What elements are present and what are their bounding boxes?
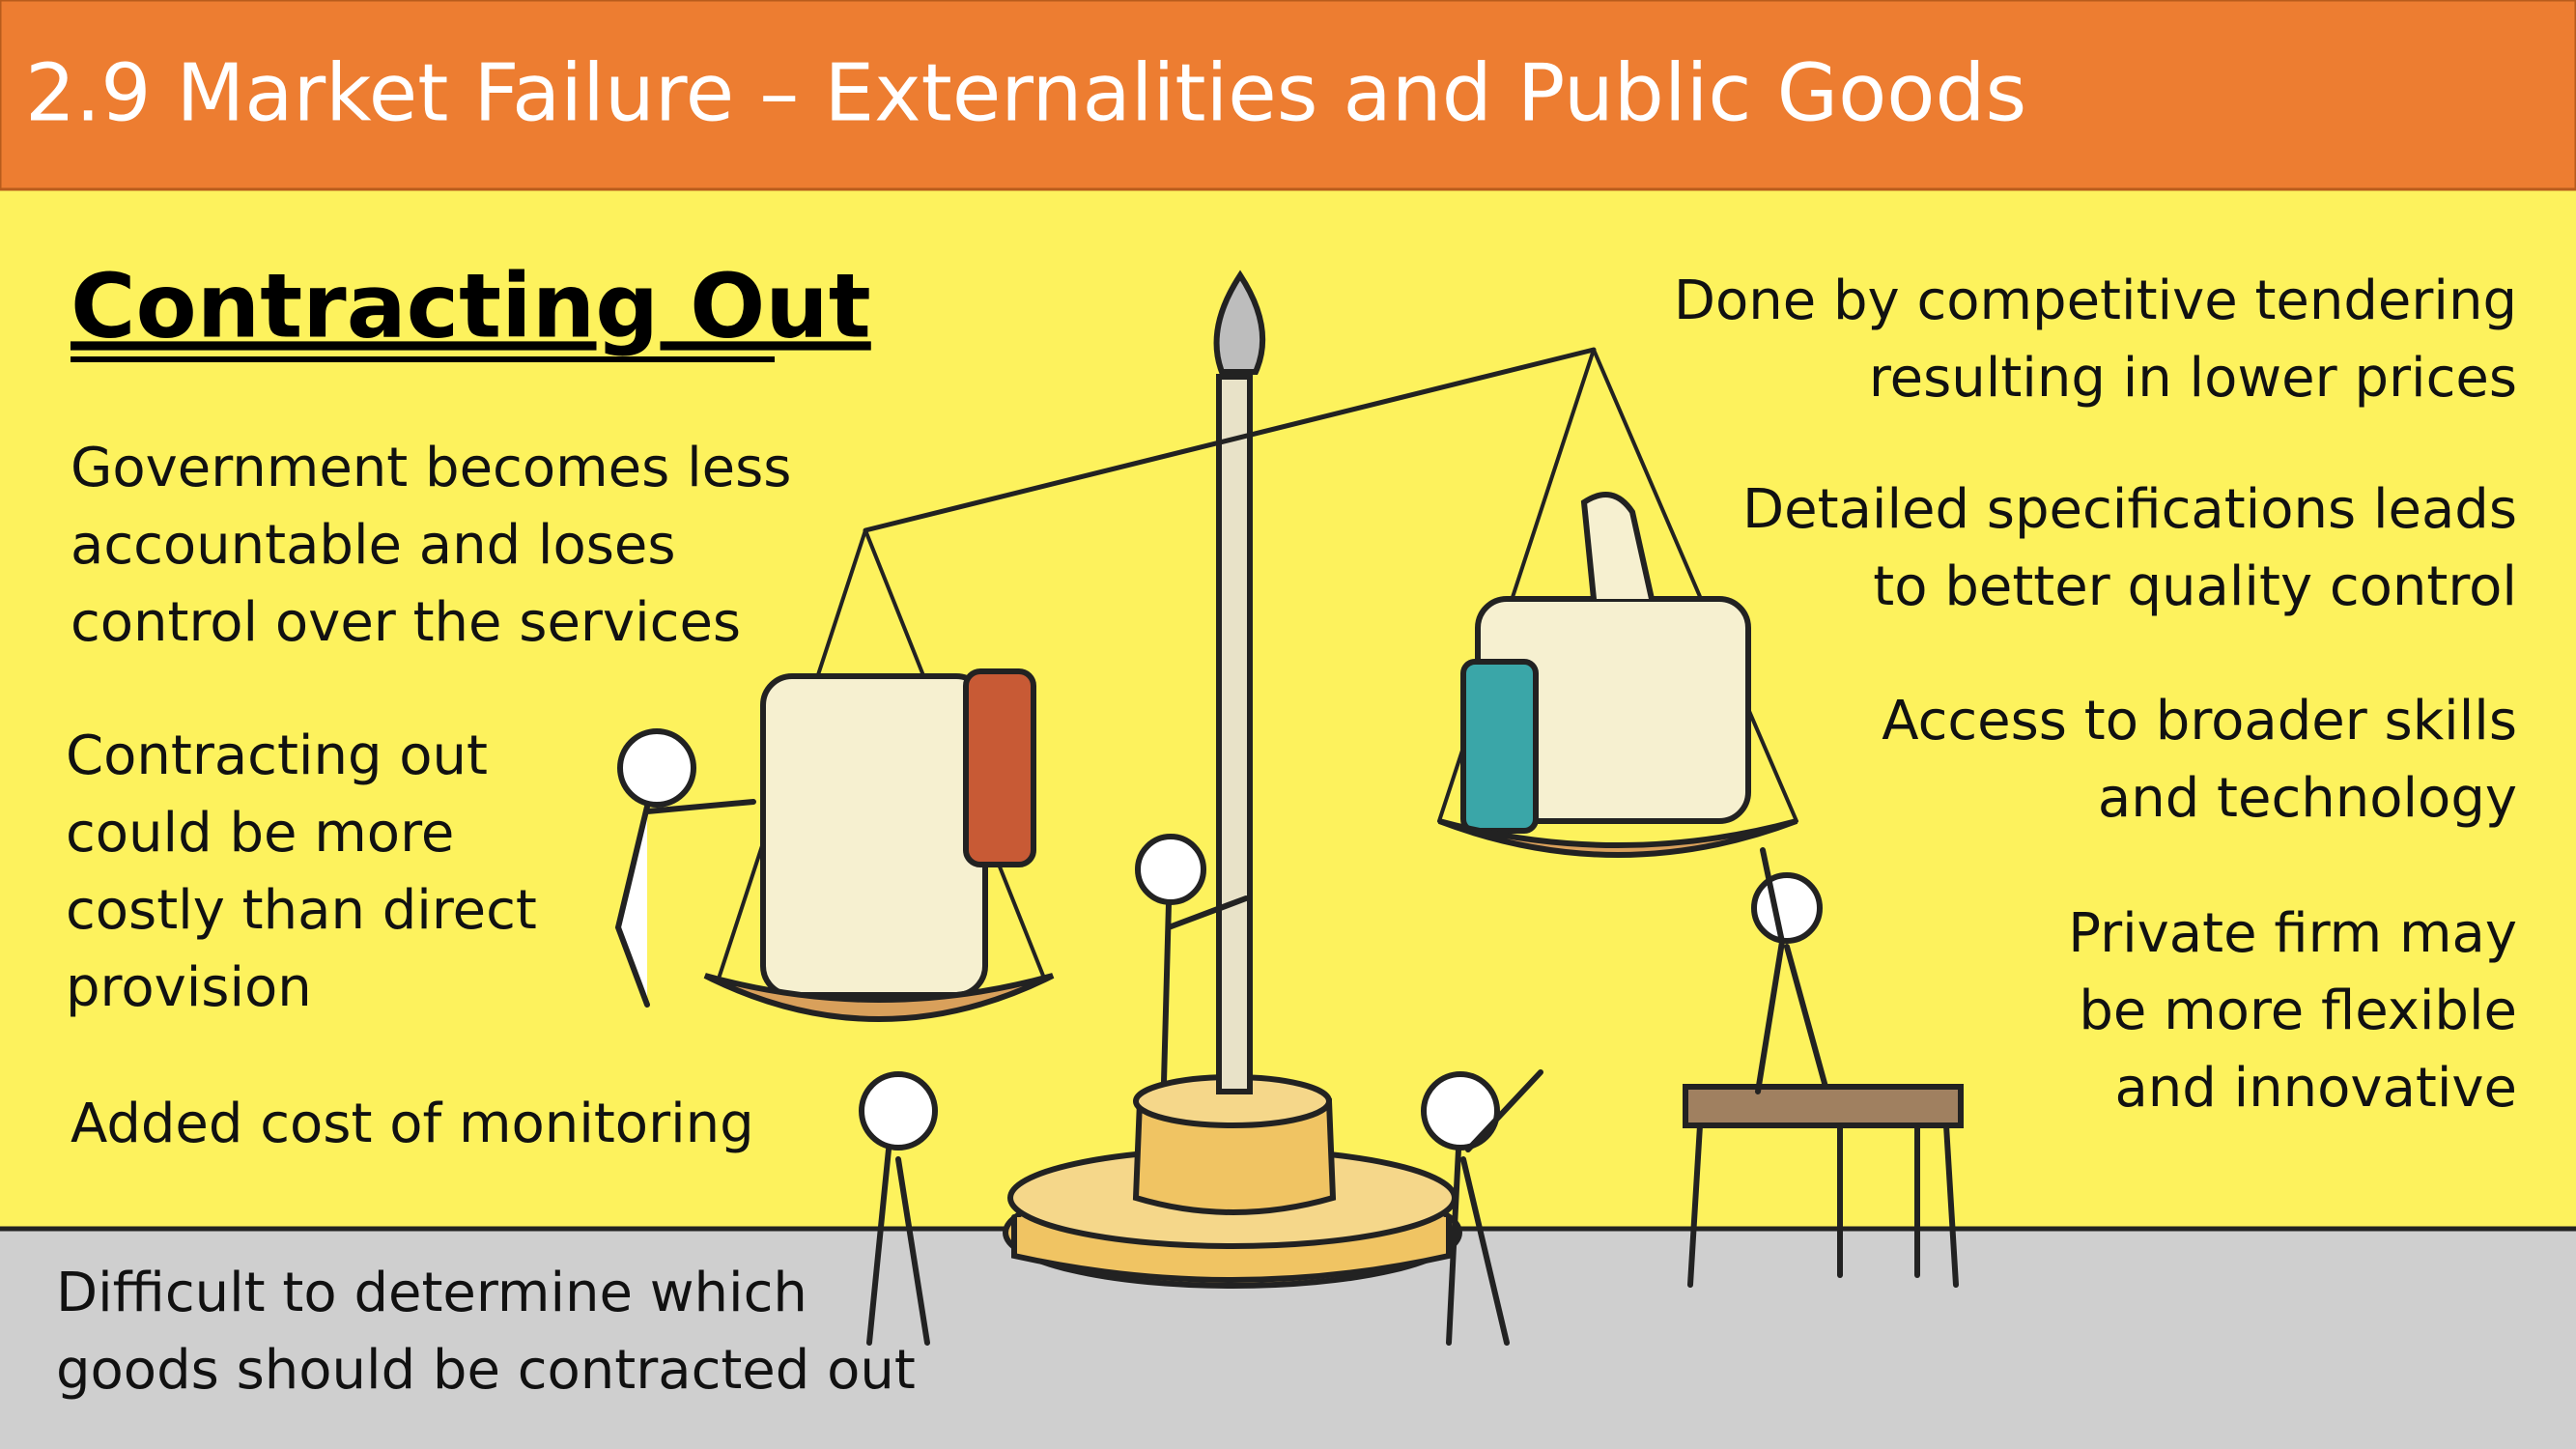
right-point-line: Done by competitive tendering: [1674, 270, 2517, 332]
left-point-line: Added cost of monitoring: [71, 1093, 754, 1155]
left-point-line: control over the services: [71, 591, 741, 654]
right-point-line: Private firm may: [2068, 902, 2517, 965]
left-point-line: costly than direct: [66, 879, 537, 942]
left-point-line: could be more: [66, 802, 454, 865]
bottom-point-line: Difficult to determine which: [56, 1262, 807, 1324]
header-bar: [0, 0, 2576, 191]
right-point-line: and technology: [2098, 767, 2517, 830]
bottom-point-line: goods should be contracted out: [56, 1339, 916, 1402]
left-point-line: Government becomes less: [71, 437, 791, 499]
right-point-line: Detailed specifications leads: [1742, 478, 2517, 541]
header-title: 2.9 Market Failure – Externalities and P…: [25, 47, 2026, 139]
right-point-line: Access to broader skills: [1882, 690, 2517, 753]
left-point-line: accountable and loses: [71, 514, 676, 577]
right-point-line: be more flexible: [2079, 980, 2517, 1042]
right-point-line: to better quality control: [1873, 555, 2517, 618]
right-point-line: and innovative: [2114, 1057, 2517, 1120]
heading: Contracting Out: [71, 254, 871, 357]
scale-illustration: [614, 270, 1964, 1346]
right-point-line: resulting in lower prices: [1869, 347, 2517, 410]
left-point-line: provision: [66, 956, 312, 1019]
left-point-line: Contracting out: [66, 724, 488, 787]
